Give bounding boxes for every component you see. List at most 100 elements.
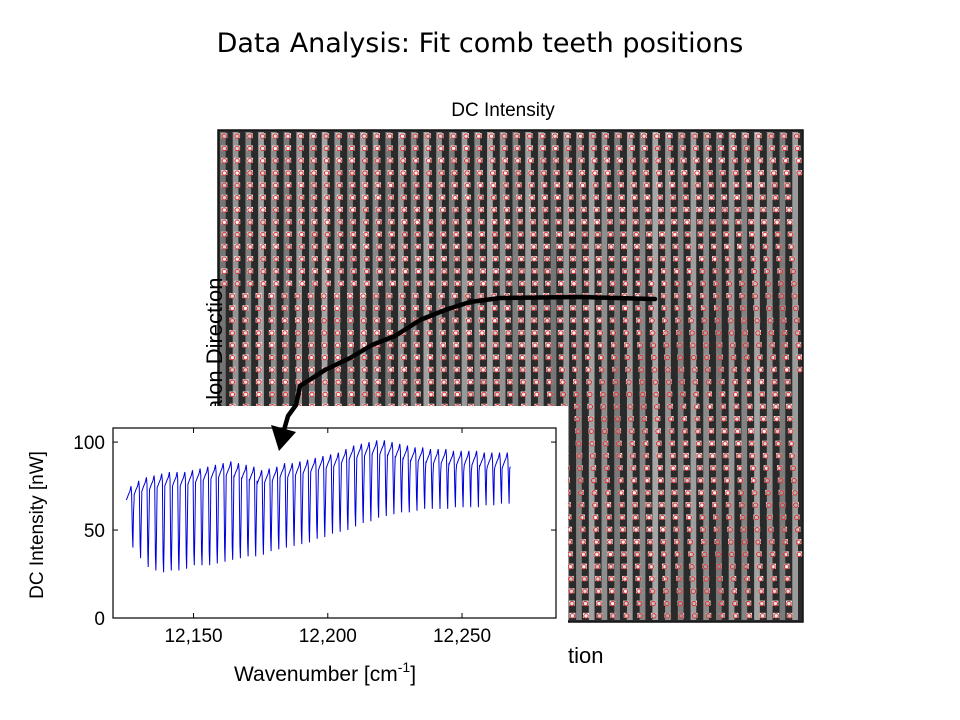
tooth-marker bbox=[299, 281, 305, 287]
tooth-marker bbox=[719, 391, 725, 398]
tooth-marker bbox=[764, 477, 771, 484]
comb-cell bbox=[347, 293, 354, 299]
tooth-marker bbox=[645, 502, 652, 508]
comb-cell bbox=[492, 342, 499, 348]
comb-cell bbox=[312, 280, 319, 286]
image-panel-title: DC Intensity bbox=[451, 100, 555, 121]
tooth-marker bbox=[780, 514, 786, 521]
tooth-marker bbox=[465, 293, 471, 299]
comb-stripe bbox=[614, 132, 620, 620]
comb-cell bbox=[311, 219, 318, 225]
tooth-marker bbox=[722, 207, 728, 213]
tooth-marker bbox=[221, 219, 228, 225]
tooth-marker bbox=[295, 330, 301, 336]
tooth-marker bbox=[260, 256, 266, 262]
comb-cell bbox=[298, 256, 305, 262]
tooth-marker bbox=[695, 194, 702, 201]
tooth-marker bbox=[272, 158, 279, 164]
comb-cell bbox=[744, 157, 751, 163]
tooth-marker bbox=[503, 207, 510, 213]
comb-cell bbox=[761, 219, 768, 225]
comb-cell bbox=[635, 268, 642, 274]
tooth-marker bbox=[427, 244, 434, 250]
tooth-marker bbox=[682, 440, 688, 447]
tooth-marker bbox=[638, 367, 645, 373]
comb-cell bbox=[229, 354, 236, 360]
comb-cell bbox=[374, 145, 381, 151]
tooth-marker bbox=[337, 219, 343, 225]
comb-cell bbox=[516, 206, 523, 212]
tooth-marker bbox=[792, 305, 799, 312]
comb-cell bbox=[632, 514, 639, 520]
comb-cell bbox=[437, 133, 444, 139]
comb-cell bbox=[610, 342, 617, 348]
comb-cell bbox=[375, 391, 382, 397]
tooth-marker bbox=[707, 170, 713, 176]
comb-cell bbox=[374, 379, 381, 385]
tooth-marker bbox=[520, 391, 527, 398]
tooth-marker bbox=[706, 391, 712, 398]
comb-cell bbox=[462, 133, 469, 139]
tooth-marker bbox=[489, 158, 495, 164]
comb-cell bbox=[361, 170, 368, 176]
comb-cell bbox=[401, 379, 408, 385]
comb-cell bbox=[310, 182, 317, 188]
comb-cell bbox=[347, 317, 354, 323]
tooth-marker bbox=[595, 244, 601, 250]
tooth-marker bbox=[647, 244, 653, 250]
comb-cell bbox=[402, 256, 409, 262]
tooth-marker bbox=[557, 268, 564, 275]
tooth-marker bbox=[519, 281, 525, 287]
comb-cell bbox=[451, 293, 458, 299]
comb-cell bbox=[635, 280, 642, 286]
tooth-marker bbox=[578, 490, 584, 496]
tooth-marker bbox=[541, 182, 547, 189]
tooth-marker bbox=[650, 342, 657, 348]
comb-cell bbox=[503, 206, 510, 212]
comb-cell bbox=[720, 182, 727, 188]
tooth-marker bbox=[256, 379, 262, 385]
tooth-marker bbox=[737, 465, 743, 471]
tooth-marker bbox=[643, 453, 649, 459]
comb-cell bbox=[745, 391, 752, 397]
comb-cell bbox=[527, 145, 534, 151]
comb-cell bbox=[656, 452, 663, 458]
comb-cell bbox=[477, 182, 484, 188]
comb-cell bbox=[427, 379, 434, 385]
tooth-marker bbox=[582, 244, 589, 250]
comb-stripe bbox=[766, 132, 773, 620]
comb-cell bbox=[668, 440, 675, 446]
tooth-marker bbox=[597, 330, 603, 336]
tooth-marker bbox=[620, 231, 627, 238]
comb-cell bbox=[659, 243, 666, 249]
tooth-marker bbox=[373, 317, 380, 324]
tooth-marker bbox=[629, 145, 635, 152]
comb-cell bbox=[347, 342, 354, 348]
comb-cell bbox=[295, 354, 302, 360]
comb-cell bbox=[388, 219, 395, 225]
tooth-marker bbox=[531, 268, 538, 275]
tooth-marker bbox=[272, 207, 279, 213]
tooth-marker bbox=[605, 502, 611, 508]
tooth-marker bbox=[347, 293, 353, 299]
tooth-marker bbox=[622, 576, 628, 582]
tooth-marker bbox=[718, 379, 725, 385]
tooth-marker bbox=[514, 133, 520, 139]
comb-cell bbox=[708, 440, 715, 446]
comb-stripe bbox=[220, 132, 226, 620]
tooth-marker bbox=[234, 158, 240, 164]
comb-cell bbox=[221, 231, 228, 237]
comb-stripe bbox=[461, 132, 468, 620]
tooth-marker bbox=[582, 231, 588, 238]
comb-cell bbox=[259, 133, 266, 139]
comb-cell bbox=[641, 145, 648, 151]
comb-cell bbox=[311, 268, 318, 274]
tooth-marker bbox=[794, 527, 801, 533]
comb-cell bbox=[669, 182, 676, 188]
comb-cell bbox=[669, 452, 676, 458]
comb-cell bbox=[439, 342, 446, 348]
comb-cell bbox=[310, 145, 317, 151]
tooth-marker bbox=[388, 391, 395, 398]
tooth-marker bbox=[477, 170, 483, 176]
comb-cell bbox=[597, 342, 604, 348]
